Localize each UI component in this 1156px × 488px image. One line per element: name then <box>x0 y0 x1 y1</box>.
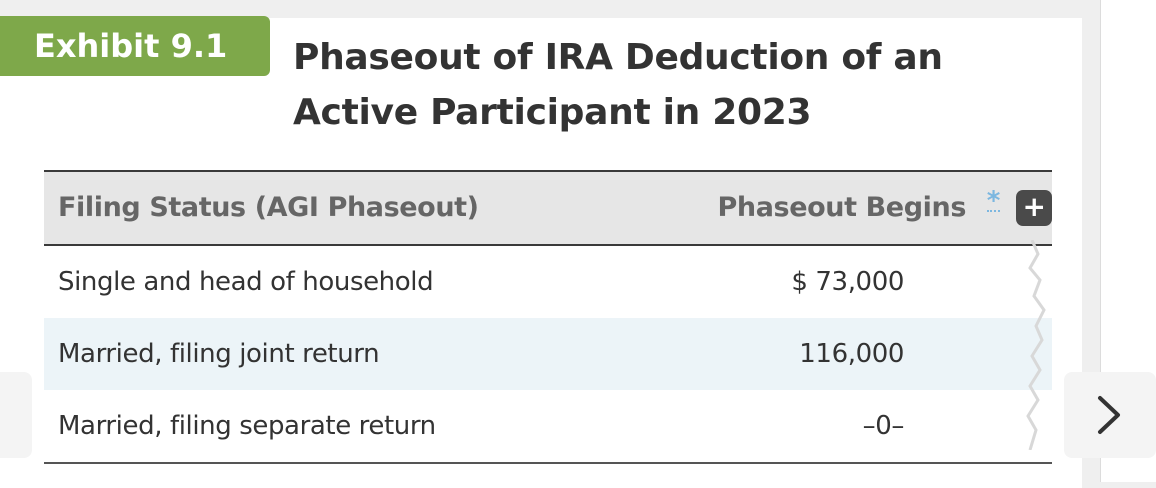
table-top-rule <box>44 170 1052 172</box>
table-bottom-rule <box>44 462 1052 464</box>
torn-edge-decoration <box>1026 240 1046 450</box>
table-row: Married, filing separate return –0– <box>44 390 1052 462</box>
filing-status-cell: Single and head of household <box>58 267 434 297</box>
plus-icon[interactable]: + <box>1016 190 1052 226</box>
phaseout-amount-cell: 116,000 <box>799 339 904 369</box>
exhibit-title: Phaseout of IRA Deduction of an Active P… <box>293 37 943 133</box>
chevron-right-icon <box>1098 396 1120 434</box>
filing-status-cell: Married, filing separate return <box>58 411 436 441</box>
phaseout-amount-cell: $ 73,000 <box>791 267 904 297</box>
exhibit-badge: Exhibit 9.1 <box>0 16 270 76</box>
asterisk-icon[interactable]: * <box>986 186 1000 216</box>
column-header-phaseout-begins: Phaseout Begins <box>717 192 967 223</box>
filing-status-cell: Married, filing joint return <box>58 339 380 369</box>
phaseout-table: Filing Status (AGI Phaseout) Phaseout Be… <box>44 170 1052 464</box>
table-row: Married, filing joint return 116,000 <box>44 318 1052 390</box>
column-header-filing-status: Filing Status (AGI Phaseout) <box>58 192 479 223</box>
phaseout-amount-cell: –0– <box>862 411 905 441</box>
page-card <box>0 18 1082 488</box>
table-row: Single and head of household $ 73,000 <box>44 246 1052 318</box>
table-header-row: Filing Status (AGI Phaseout) Phaseout Be… <box>44 172 1052 246</box>
next-nav-button[interactable] <box>1064 372 1156 458</box>
previous-nav-button[interactable] <box>0 372 32 458</box>
